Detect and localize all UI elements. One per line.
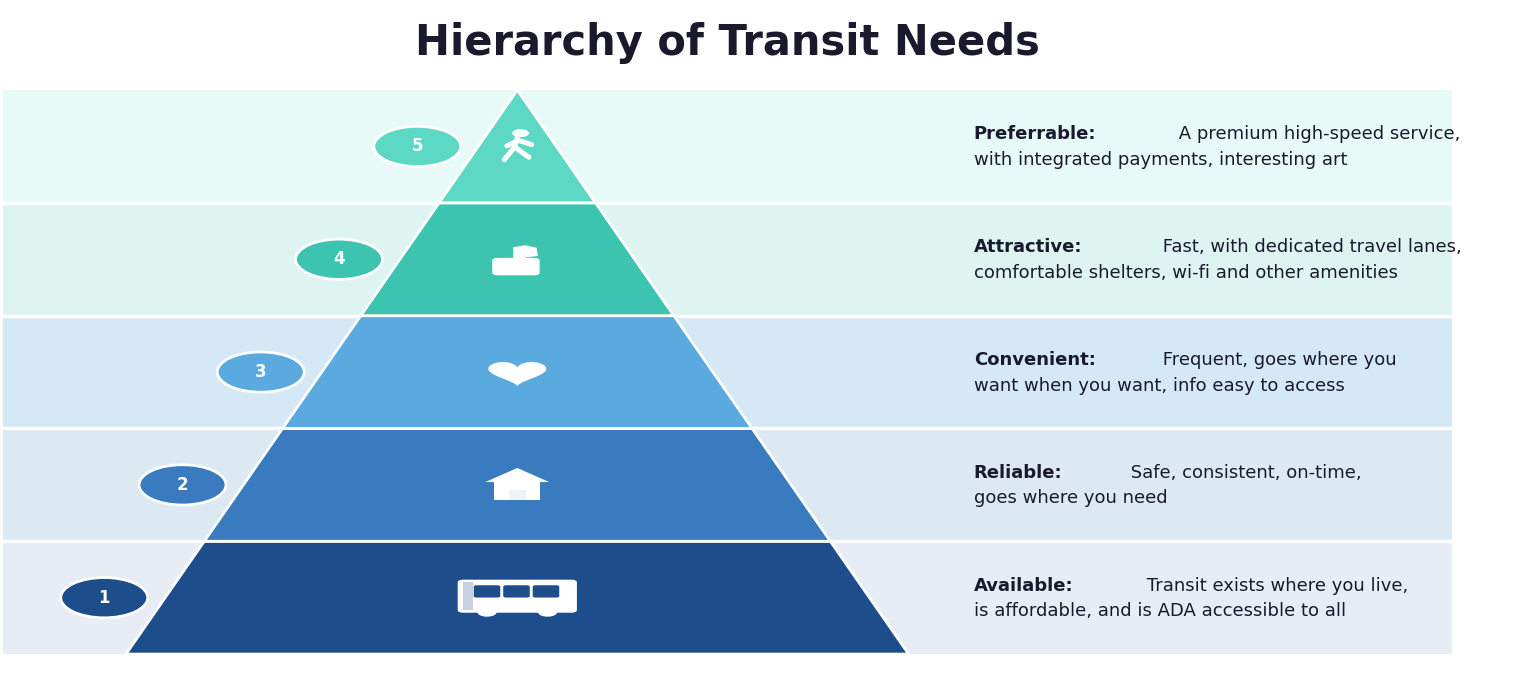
Polygon shape (283, 315, 752, 429)
Text: Safe, consistent, on-time,: Safe, consistent, on-time, (1125, 464, 1362, 482)
Text: Frequent, goes where you: Frequent, goes where you (1157, 351, 1397, 369)
Text: 2: 2 (176, 476, 188, 494)
Bar (464, 582, 473, 610)
Text: 3: 3 (255, 363, 266, 381)
Polygon shape (360, 203, 673, 315)
Polygon shape (3, 542, 1452, 654)
Text: goes where you need: goes where you need (974, 489, 1167, 507)
FancyBboxPatch shape (458, 580, 578, 613)
Text: with integrated payments, interesting art: with integrated payments, interesting ar… (974, 151, 1347, 169)
Text: Available:: Available: (974, 577, 1073, 594)
Circle shape (61, 577, 147, 618)
Text: 5: 5 (412, 137, 423, 156)
Circle shape (538, 608, 558, 617)
Text: A premium high-speed service,: A premium high-speed service, (1173, 125, 1461, 144)
FancyBboxPatch shape (474, 585, 500, 598)
Text: want when you want, info easy to access: want when you want, info easy to access (974, 376, 1345, 395)
Text: 4: 4 (333, 250, 345, 268)
Text: Convenient:: Convenient: (974, 351, 1096, 369)
Text: Fast, with dedicated travel lanes,: Fast, with dedicated travel lanes, (1157, 238, 1462, 256)
Circle shape (374, 127, 461, 167)
FancyBboxPatch shape (503, 585, 530, 598)
Text: comfortable shelters, wi-fi and other amenities: comfortable shelters, wi-fi and other am… (974, 264, 1398, 282)
Polygon shape (126, 542, 909, 654)
Text: 1: 1 (99, 589, 109, 607)
Bar (494, 481, 540, 500)
Text: is affordable, and is ADA accessible to all: is affordable, and is ADA accessible to … (974, 602, 1347, 620)
Polygon shape (3, 315, 1452, 429)
FancyBboxPatch shape (532, 585, 559, 598)
Polygon shape (488, 362, 546, 387)
Polygon shape (514, 245, 538, 261)
Polygon shape (3, 429, 1452, 542)
Text: Attractive:: Attractive: (974, 238, 1082, 256)
Circle shape (138, 464, 226, 505)
Circle shape (217, 352, 304, 392)
Polygon shape (3, 203, 1452, 315)
Circle shape (477, 608, 497, 617)
Polygon shape (439, 90, 596, 203)
Polygon shape (3, 90, 1452, 203)
Polygon shape (204, 429, 830, 542)
FancyBboxPatch shape (492, 258, 540, 276)
Text: Hierarchy of Transit Needs: Hierarchy of Transit Needs (415, 22, 1040, 64)
Circle shape (295, 239, 383, 280)
Text: Reliable:: Reliable: (974, 464, 1062, 482)
Bar (509, 490, 526, 500)
Circle shape (512, 129, 529, 137)
Polygon shape (485, 468, 549, 482)
Text: Transit exists where you live,: Transit exists where you live, (1142, 577, 1409, 594)
Text: Preferrable:: Preferrable: (974, 125, 1096, 144)
